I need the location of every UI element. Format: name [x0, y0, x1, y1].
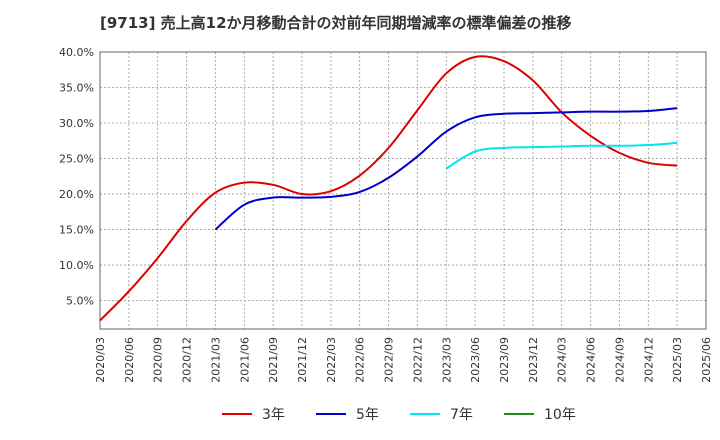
series-line-7年 — [445, 141, 678, 170]
y-tick-label: 5.0% — [66, 295, 94, 308]
y-tick-label: 40.0% — [59, 46, 94, 59]
legend-label: 10年 — [544, 407, 576, 423]
legend-label: 3年 — [262, 407, 285, 423]
series-line-3年 — [99, 55, 678, 322]
x-tick-label: 2025/03 — [671, 337, 684, 383]
y-tick-label: 15.0% — [59, 224, 94, 237]
x-tick-label: 2022/03 — [325, 337, 338, 383]
x-tick-label: 2020/09 — [152, 337, 165, 383]
plot-frame — [99, 51, 707, 330]
plot-background — [100, 52, 706, 329]
x-tick-label: 2020/03 — [94, 337, 107, 383]
x-tick-label: 2021/12 — [296, 337, 309, 383]
x-tick-label: 2023/09 — [498, 337, 511, 383]
x-tick-label: 2020/06 — [123, 337, 136, 383]
x-tick-label: 2022/09 — [383, 337, 396, 383]
x-tick-label: 2021/03 — [209, 337, 222, 383]
x-tick-label: 2023/03 — [440, 337, 453, 383]
x-tick-label: 2022/12 — [411, 337, 424, 383]
y-tick-label: 30.0% — [59, 117, 94, 130]
legend-layer: 3年 5年 7年 10年 — [222, 407, 576, 423]
x-tick-label: 2021/06 — [238, 337, 251, 383]
x-tick-label: 2023/06 — [469, 337, 482, 383]
chart-title: [9713] 売上高12か月移動合計の対前年同期増減率の標準偏差の推移 — [100, 14, 572, 32]
y-tick-label: 25.0% — [59, 153, 94, 166]
legend-label: 7年 — [450, 407, 473, 423]
y-tick-label: 10.0% — [59, 259, 94, 272]
x-tick-label: 2022/06 — [354, 337, 367, 383]
axis-layer: 2020/03 2020/06 2020/09 2020/12 2021/03 2021/… — [59, 46, 713, 383]
series-layer — [99, 55, 678, 322]
x-tick-label: 2021/09 — [267, 337, 280, 383]
legend-label: 5年 — [356, 407, 379, 423]
x-tick-label: 2023/12 — [527, 337, 540, 383]
x-tick-label: 2025/06 — [700, 337, 713, 383]
x-tick-label: 2024/09 — [613, 337, 626, 383]
x-tick-label: 2020/12 — [181, 337, 194, 383]
x-tick-label: 2024/03 — [556, 337, 569, 383]
y-tick-label: 20.0% — [59, 188, 94, 201]
x-tick-label: 2024/06 — [585, 337, 598, 383]
series-line-5年 — [214, 107, 678, 231]
x-tick-label: 2024/12 — [642, 337, 655, 383]
y-tick-label: 35.0% — [59, 82, 94, 95]
